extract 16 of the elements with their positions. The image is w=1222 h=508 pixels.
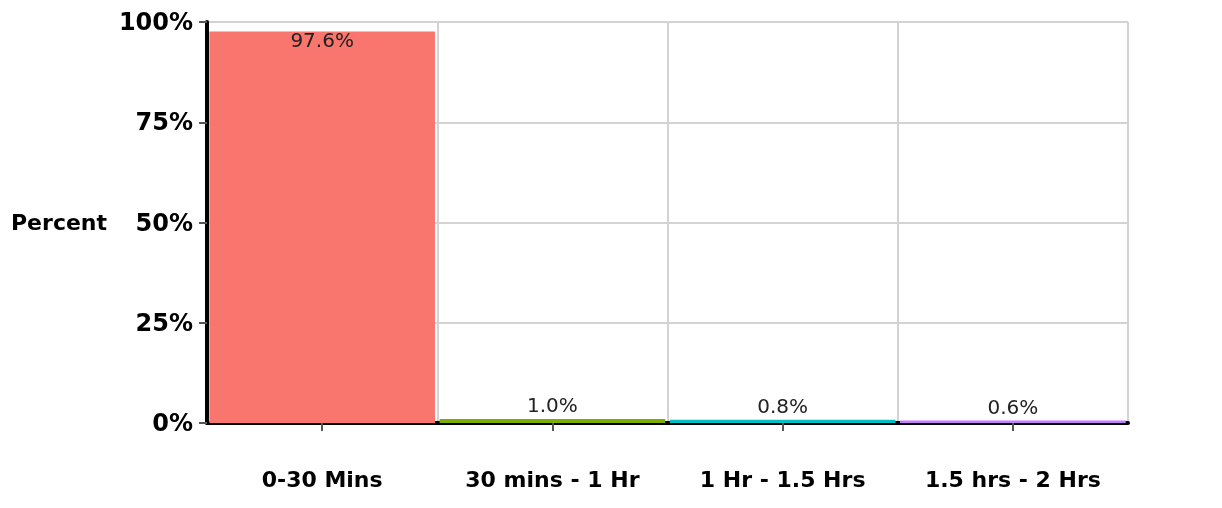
y-axis-title: Percent xyxy=(10,210,108,235)
x-tick-label: 1 Hr - 1.5 Hrs xyxy=(699,466,866,492)
data-label: 0.8% xyxy=(757,393,809,418)
x-tick-label: 1.5 hrs - 2 Hrs xyxy=(924,466,1101,492)
y-tick-label: 100% xyxy=(118,8,194,36)
data-label: 97.6% xyxy=(290,27,354,52)
x-tick-label: 0-30 Mins xyxy=(261,466,383,492)
bar xyxy=(439,418,666,423)
data-label: 0.6% xyxy=(987,394,1039,419)
y-tick-label: 0% xyxy=(152,409,194,437)
data-label: 1.0% xyxy=(526,392,578,417)
y-tick-label: 50% xyxy=(135,208,194,237)
y-tick-label: 75% xyxy=(135,108,194,137)
bar xyxy=(669,419,896,423)
y-tick-label: 25% xyxy=(135,308,194,337)
x-tick-label: 30 mins - 1 Hr xyxy=(465,466,640,492)
